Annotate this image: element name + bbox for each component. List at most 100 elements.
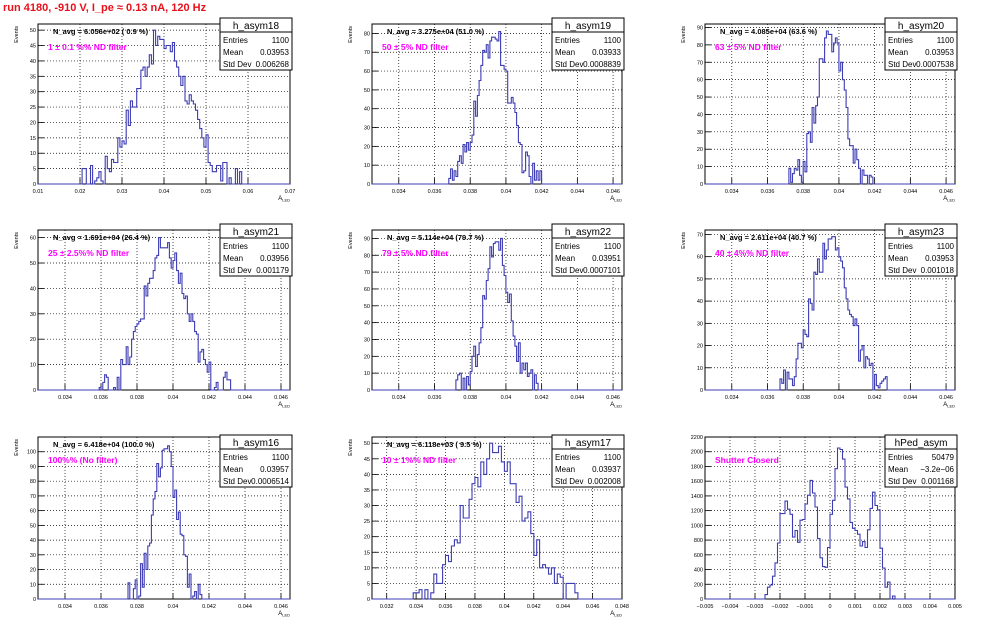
x-tick-label: 0.001 (848, 604, 862, 610)
stats-value: 0.001018 (921, 266, 955, 275)
stats-key: Mean (223, 48, 243, 57)
stats-value: 1100 (272, 242, 290, 251)
x-tick-label: 0.044 (570, 189, 584, 195)
y-tick-label: 0 (33, 182, 36, 188)
y-tick-label: 50 (30, 523, 36, 529)
x-tick-label: 0.005 (948, 604, 962, 610)
y-tick-label: 50 (364, 88, 370, 94)
x-axis-title: ALED (610, 611, 622, 618)
stats-value: 1100 (272, 453, 290, 462)
stats-value: 0.03937 (592, 465, 621, 474)
y-tick-label: 10 (697, 366, 703, 372)
x-tick-label: 0.034 (725, 189, 739, 195)
stats-value: 1100 (937, 242, 955, 251)
x-tick-label: 0.04 (159, 189, 170, 195)
x-tick-label: 0.042 (535, 189, 549, 195)
y-tick-label: 10 (30, 151, 36, 157)
y-tick-label: 600 (694, 553, 703, 559)
x-tick-label: 0 (828, 604, 831, 610)
y-tick-label: 2200 (691, 435, 703, 441)
stats-key: Entries (223, 36, 248, 45)
x-tick-label: 0.036 (94, 604, 108, 610)
stats-value: −3.2e−06 (920, 465, 954, 474)
x-tick-label: 0.04 (499, 604, 510, 610)
x-tick-label: 0.038 (796, 395, 810, 401)
x-tick-label: 0.036 (439, 604, 453, 610)
x-tick-label: 0.038 (796, 189, 810, 195)
histogram-line (38, 445, 290, 600)
stats-key: Mean (223, 465, 243, 474)
y-tick-label: 40 (30, 286, 36, 292)
stats-box: h_asym17 Entries 1100 Mean 0.03937 Std Dev 0.0… (551, 434, 625, 488)
y-tick-label: 0 (367, 182, 370, 188)
stats-box-title: h_asym20 (898, 21, 945, 32)
x-tick-label: 0.032 (380, 604, 394, 610)
y-tick-label: 70 (364, 270, 370, 276)
y-tick-label: 1800 (691, 464, 703, 470)
stats-box-frame (551, 17, 625, 71)
navg-label: N_avg = 1.691e+04 (26.4 %) (53, 233, 151, 242)
stats-key: Mean (888, 254, 908, 263)
x-tick-label: 0.042 (202, 604, 216, 610)
y-tick-label: 40 (364, 321, 370, 327)
y-tick-label: 0 (33, 597, 36, 603)
x-tick-label: 0.036 (761, 189, 775, 195)
x-tick-label: −0.003 (747, 604, 764, 610)
y-tick-label: 10 (30, 582, 36, 588)
x-axis-title: ALED (943, 196, 955, 203)
stats-box-frame (884, 17, 958, 71)
x-tick-label: 0.036 (428, 395, 442, 401)
x-tick-label: 0.04 (501, 189, 512, 195)
y-tick-label: 80 (697, 43, 703, 49)
y-tick-label: 40 (697, 112, 703, 118)
histogram-line (38, 237, 290, 391)
stats-value: 0.0007538 (916, 60, 954, 69)
stats-key: Entries (223, 453, 248, 462)
stats-box-frame (884, 223, 958, 277)
y-tick-label: 10 (364, 163, 370, 169)
y-tick-label: 40 (30, 538, 36, 544)
page-title: run 4180, -910 V, I_pe ≈ 0.13 nA, 120 Hz (3, 2, 207, 14)
y-tick-label: 30 (30, 312, 36, 318)
stats-key: Std Dev (888, 477, 916, 486)
histogram-line (372, 30, 622, 185)
y-tick-label: 30 (697, 130, 703, 136)
y-axis-title: Events (348, 232, 354, 249)
y-tick-label: 1200 (691, 509, 703, 515)
stats-box-frame (884, 434, 958, 488)
stats-box-title: h_asym19 (565, 21, 612, 32)
y-tick-label: 50 (364, 441, 370, 447)
filter-annotation: 79 ± 5% ND filter (382, 248, 449, 258)
stats-box-title: h_asym16 (233, 438, 280, 449)
stats-value: 0.03933 (592, 48, 621, 57)
y-tick-label: 15 (364, 550, 370, 556)
y-tick-label: 25 (30, 105, 36, 111)
y-tick-label: 800 (694, 538, 703, 544)
filter-annotation: Shutter Closerd (715, 455, 779, 465)
x-axis-title: ALED (610, 402, 622, 409)
filter-annotation: 1 ± 0.1 %% ND filter (48, 42, 128, 52)
y-tick-label: 0 (367, 597, 370, 603)
stats-box-frame (219, 434, 293, 488)
x-axis-title: ALED (278, 196, 290, 203)
y-axis-title: Events (681, 232, 687, 249)
y-tick-label: 50 (30, 28, 36, 34)
stats-key: Entries (888, 242, 913, 251)
x-tick-label: 0.004 (923, 604, 937, 610)
stats-value: 0.03951 (592, 254, 621, 263)
y-tick-label: 20 (697, 147, 703, 153)
y-tick-label: 1400 (691, 494, 703, 500)
y-tick-label: 60 (697, 255, 703, 261)
y-tick-label: 10 (697, 165, 703, 171)
stats-key: Entries (888, 453, 913, 462)
x-tick-label: 0.034 (58, 395, 72, 401)
y-tick-label: 60 (364, 287, 370, 293)
y-tick-label: 0 (700, 388, 703, 394)
y-tick-label: 20 (364, 354, 370, 360)
stats-key: Std Dev (223, 477, 251, 486)
filter-annotation: 40 ± 4%% ND filter (715, 248, 790, 258)
histogram-panel-hPed_asym: −0.005 −0.004 −0.003 −0.002 −0.001 0 0.001 0.00… (691, 434, 962, 610)
x-tick-label: 0.044 (903, 395, 917, 401)
x-tick-label: 0.038 (468, 604, 482, 610)
stats-key: Mean (888, 48, 908, 57)
